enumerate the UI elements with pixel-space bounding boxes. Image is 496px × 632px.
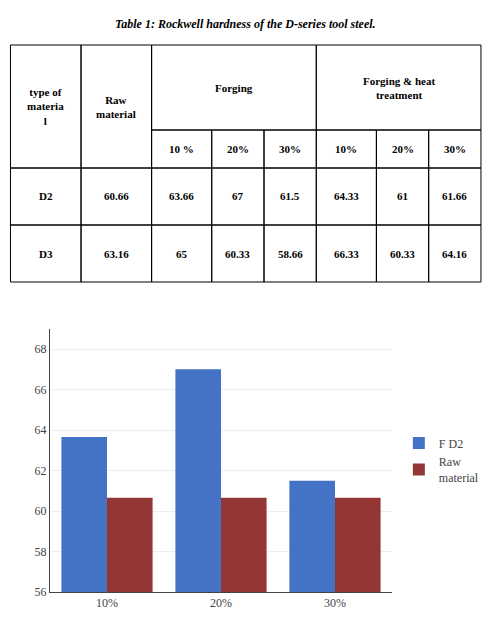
svg-text:60.33: 60.33	[225, 248, 250, 260]
svg-text:58: 58	[35, 545, 47, 559]
svg-text:61: 61	[397, 190, 408, 202]
svg-text:58.66: 58.66	[278, 248, 303, 260]
svg-text:62: 62	[35, 464, 47, 478]
svg-text:61.5: 61.5	[280, 190, 300, 202]
svg-text:63.16: 63.16	[104, 248, 129, 260]
svg-text:type ofmaterial: type ofmaterial	[27, 86, 64, 127]
svg-text:67: 67	[232, 190, 244, 202]
svg-text:66: 66	[35, 383, 47, 397]
svg-text:60.66: 60.66	[104, 190, 129, 202]
svg-text:D3: D3	[39, 248, 53, 260]
svg-text:56: 56	[35, 585, 47, 599]
svg-text:30%: 30%	[324, 596, 346, 610]
svg-text:Rawmaterial: Rawmaterial	[439, 455, 479, 485]
svg-text:60.33: 60.33	[390, 248, 415, 260]
svg-text:66.33: 66.33	[334, 248, 359, 260]
svg-text:60: 60	[35, 504, 47, 518]
svg-text:20%: 20%	[392, 143, 414, 155]
svg-text:Forging & heattreatment: Forging & heattreatment	[363, 75, 435, 101]
svg-text:Table 1: Rockwell hardness of: Table 1: Rockwell hardness of the D-seri…	[115, 17, 376, 31]
svg-text:D2: D2	[39, 190, 53, 202]
svg-text:64: 64	[35, 423, 47, 437]
svg-text:10%: 10%	[96, 596, 118, 610]
svg-text:30%: 30%	[444, 143, 466, 155]
svg-text:F D2: F D2	[439, 437, 463, 451]
svg-text:68: 68	[35, 342, 47, 356]
svg-text:10%: 10%	[335, 143, 357, 155]
svg-text:20%: 20%	[227, 143, 249, 155]
svg-text:61.66: 61.66	[442, 190, 467, 202]
svg-text:10 %: 10 %	[169, 143, 194, 155]
svg-text:65: 65	[176, 248, 188, 260]
svg-text:64.33: 64.33	[334, 190, 359, 202]
svg-text:63.66: 63.66	[169, 190, 194, 202]
svg-text:Rawmaterial: Rawmaterial	[96, 94, 136, 120]
svg-text:64.16: 64.16	[442, 248, 467, 260]
svg-text:Forging: Forging	[215, 82, 253, 94]
svg-text:20%: 20%	[210, 596, 232, 610]
svg-text:30%: 30%	[279, 143, 301, 155]
